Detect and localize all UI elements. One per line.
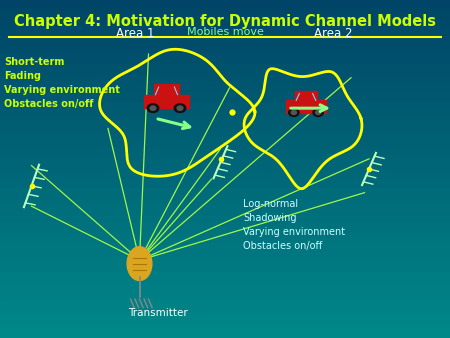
Bar — [0, 282, 450, 287]
Text: Transmitter: Transmitter — [128, 308, 187, 318]
Bar — [0, 45, 450, 51]
Bar — [0, 124, 450, 129]
Bar — [0, 113, 450, 118]
Bar — [0, 298, 450, 304]
Circle shape — [315, 111, 321, 115]
Bar — [0, 209, 450, 214]
Bar — [0, 192, 450, 197]
Bar — [0, 152, 450, 158]
Circle shape — [291, 111, 297, 115]
Bar — [0, 11, 450, 17]
Bar — [0, 214, 450, 220]
Bar — [0, 180, 450, 186]
Bar — [0, 315, 450, 321]
Bar — [0, 163, 450, 169]
Bar — [0, 56, 450, 62]
Text: Area 1: Area 1 — [116, 27, 154, 40]
Circle shape — [313, 108, 324, 117]
Bar — [0, 90, 450, 96]
Bar — [0, 220, 450, 225]
Bar — [0, 276, 450, 282]
Bar — [0, 23, 450, 28]
Bar — [0, 259, 450, 265]
Bar — [0, 203, 450, 209]
Bar — [0, 270, 450, 276]
Bar — [0, 96, 450, 101]
Text: Chapter 4: Motivation for Dynamic Channel Models: Chapter 4: Motivation for Dynamic Channe… — [14, 14, 436, 28]
Bar — [0, 141, 450, 146]
Bar — [0, 265, 450, 270]
Bar — [0, 118, 450, 124]
Bar — [144, 95, 189, 108]
Bar — [154, 84, 179, 95]
Bar — [0, 175, 450, 180]
Bar — [0, 254, 450, 259]
Bar — [0, 51, 450, 56]
Bar — [0, 242, 450, 248]
Bar — [0, 101, 450, 107]
Bar — [0, 231, 450, 237]
Circle shape — [177, 106, 183, 110]
Bar — [0, 287, 450, 293]
Bar — [0, 17, 450, 23]
Ellipse shape — [127, 247, 152, 281]
Bar — [295, 91, 317, 101]
Bar — [0, 6, 450, 11]
Bar — [0, 84, 450, 90]
Circle shape — [288, 108, 299, 117]
Bar — [0, 62, 450, 68]
Bar — [0, 34, 450, 40]
Text: Mobiles move: Mobiles move — [187, 27, 263, 37]
Bar — [0, 146, 450, 152]
Text: Area 2: Area 2 — [314, 27, 352, 40]
Bar — [0, 40, 450, 45]
Bar — [0, 28, 450, 34]
Bar — [0, 225, 450, 231]
Text: Short-term
Fading
Varying environment
Obstacles on/off: Short-term Fading Varying environment Ob… — [4, 57, 121, 110]
Bar — [286, 100, 326, 113]
Bar — [0, 135, 450, 141]
Bar — [0, 107, 450, 113]
Bar — [0, 186, 450, 192]
Bar — [0, 197, 450, 203]
Bar — [0, 304, 450, 310]
Bar — [0, 293, 450, 298]
Bar — [0, 68, 450, 73]
Bar — [0, 79, 450, 84]
Bar — [0, 321, 450, 327]
Circle shape — [147, 104, 159, 113]
Bar — [0, 0, 450, 6]
Circle shape — [174, 104, 186, 113]
Bar — [0, 73, 450, 79]
Bar — [0, 332, 450, 338]
Bar — [0, 129, 450, 135]
Bar — [0, 158, 450, 163]
Bar — [0, 169, 450, 175]
Circle shape — [150, 106, 156, 110]
Text: Log-normal
Shadowing
Varying environment
Obstacles on/off: Log-normal Shadowing Varying environment… — [243, 199, 345, 251]
Bar — [0, 327, 450, 332]
Bar — [0, 310, 450, 315]
Bar — [0, 248, 450, 254]
Bar — [0, 237, 450, 242]
